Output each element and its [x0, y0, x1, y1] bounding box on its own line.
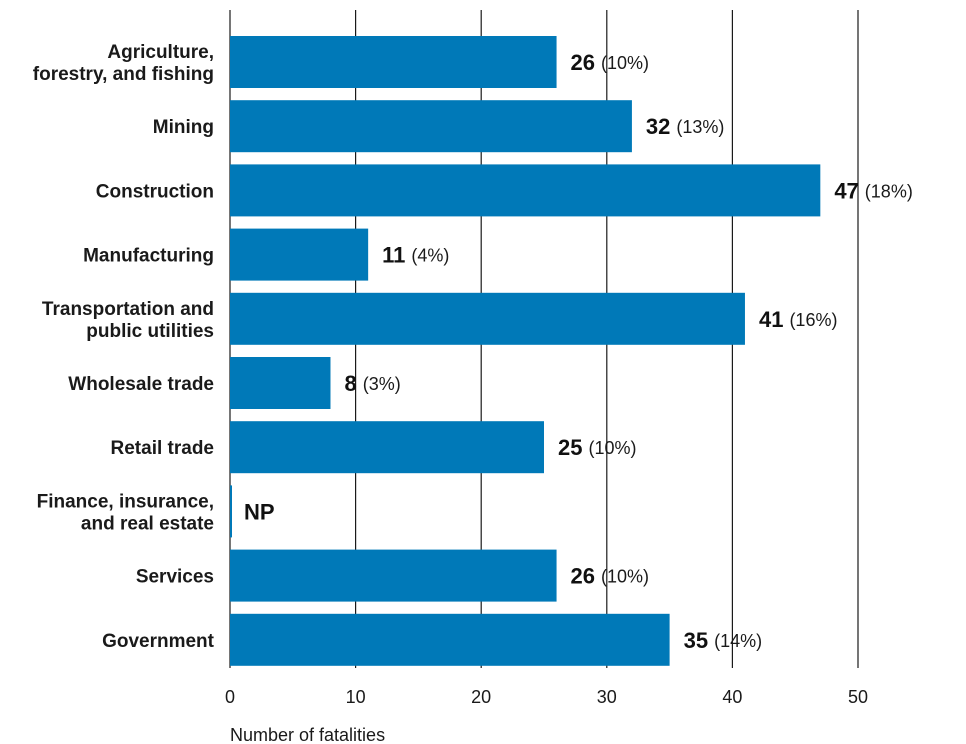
category-label: Mining [153, 117, 214, 138]
value-label: 32 [646, 114, 670, 139]
bar [230, 613, 670, 666]
x-tick-label: 20 [471, 687, 491, 707]
bar [230, 549, 557, 602]
x-tick-label: 30 [597, 687, 617, 707]
category-label: Wholesale trade [68, 374, 214, 395]
bar [230, 421, 544, 474]
value-label: 8 [344, 371, 356, 396]
percent-label: (10%) [601, 567, 649, 587]
value-label: 25 [558, 435, 582, 460]
percent-label: (10%) [601, 53, 649, 73]
bar [230, 485, 232, 538]
percent-label: (4%) [411, 246, 449, 266]
category-label: Transportation and public utilities [42, 299, 214, 342]
value-label: 35 [684, 628, 708, 653]
value-label: 26 [571, 564, 595, 589]
x-tick-label: 10 [346, 687, 366, 707]
value-label: 47 [834, 178, 858, 203]
x-tick-label: 40 [722, 687, 742, 707]
percent-label: (3%) [363, 374, 401, 394]
category-labels: Agriculture, forestry, and fishing Mining C… [33, 42, 215, 652]
category-label: Retail trade [111, 438, 214, 459]
x-axis-title: Number of fatalities [230, 725, 385, 744]
percent-label: (14%) [714, 631, 762, 651]
category-label: Government [102, 631, 215, 652]
percent-label: (13%) [676, 117, 724, 137]
percent-label: (16%) [789, 310, 837, 330]
bar [230, 357, 331, 409]
value-labels: 26 (10%) 32 (13%) 47 (18%) 11 (4%) 41 (16%) 8 (3%) 2… [244, 50, 913, 653]
value-label: 11 [382, 243, 405, 268]
bar [230, 100, 632, 153]
bar [230, 164, 821, 217]
percent-label: (10%) [588, 438, 636, 458]
category-label: Manufacturing [83, 246, 214, 267]
category-label: Agriculture, forestry, and fishing [33, 42, 214, 85]
bar [230, 292, 745, 345]
category-label: Finance, insurance, and real estate [37, 491, 214, 534]
category-label: Services [136, 567, 214, 588]
category-label: Construction [96, 181, 214, 202]
value-label: 41 [759, 307, 783, 332]
percent-label: (18%) [865, 181, 913, 201]
value-label: 26 [571, 50, 595, 75]
bar [230, 36, 557, 88]
value-label: NP [244, 499, 275, 524]
bar [230, 228, 369, 281]
x-tick-label: 50 [848, 687, 868, 707]
x-axis-ticks: 0 10 20 30 40 50 [225, 687, 868, 707]
bars [230, 36, 821, 666]
x-tick-label: 0 [225, 687, 235, 707]
